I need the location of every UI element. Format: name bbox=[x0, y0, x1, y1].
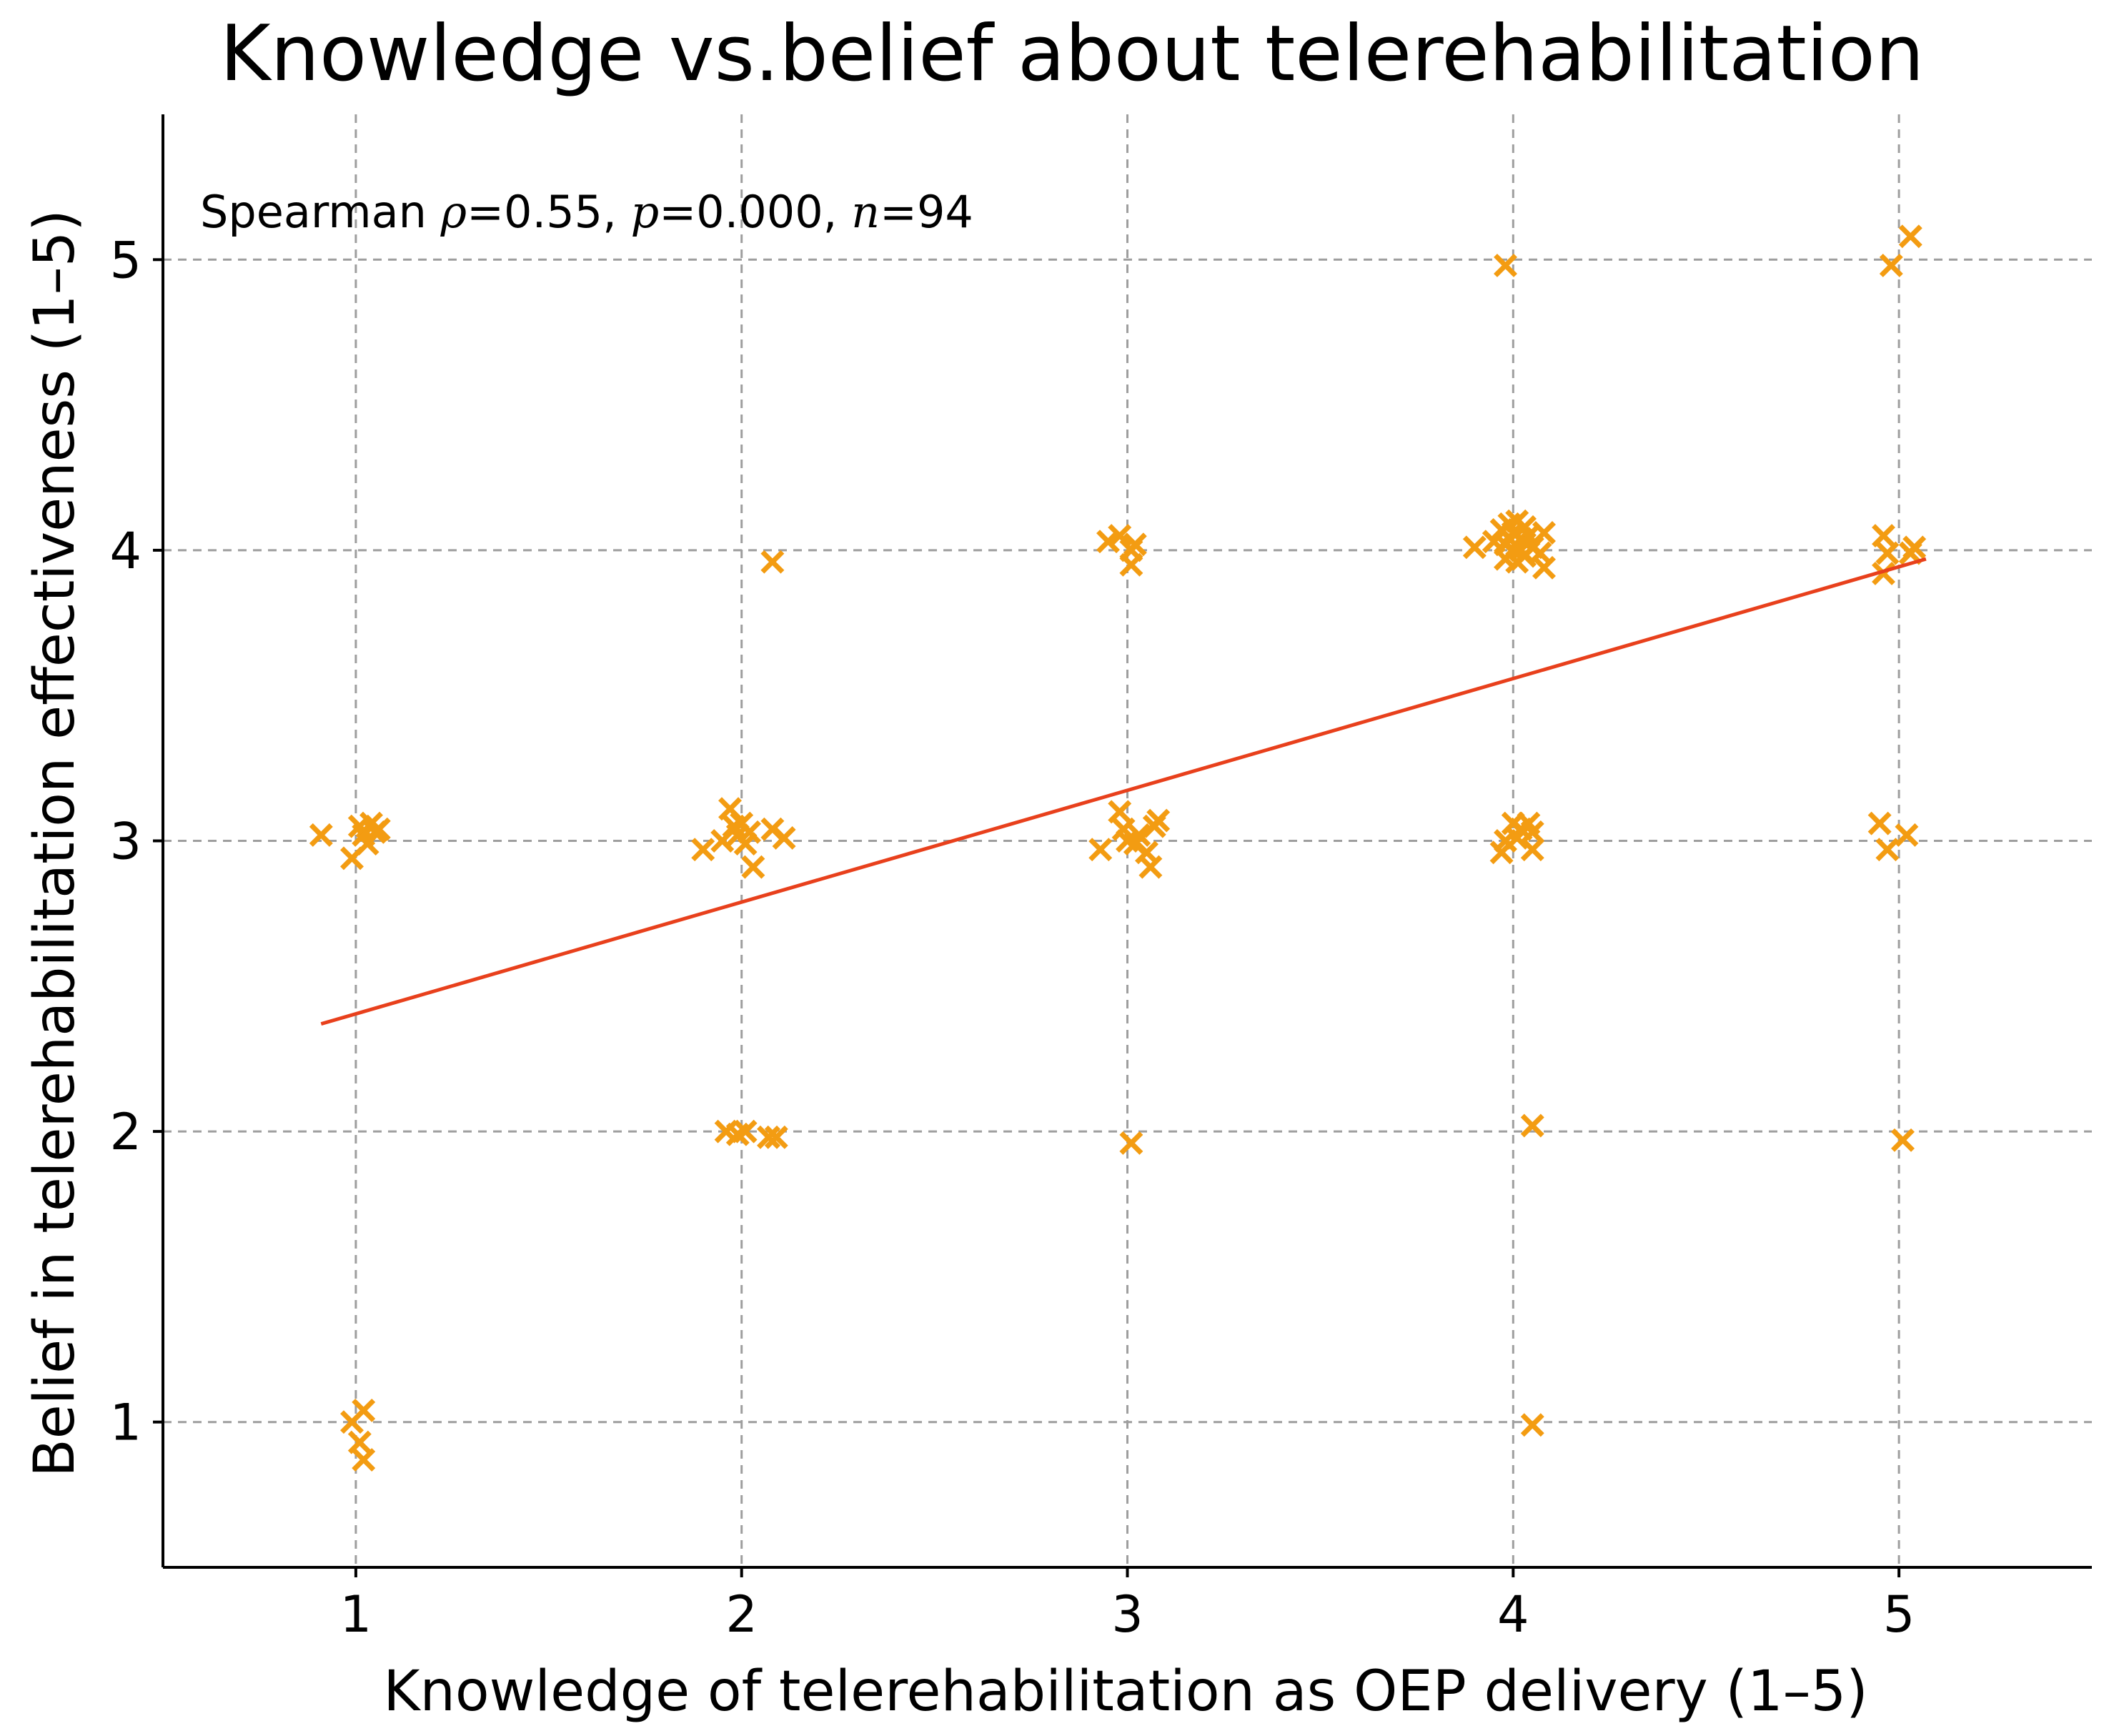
data-point bbox=[1532, 521, 1556, 545]
y-axis-label: Belief in telerehabilitation effectivene… bbox=[23, 209, 87, 1477]
spearman-annotation: Spearman ρ=0.55, p=0.000, n=94 bbox=[200, 186, 973, 238]
trend-line bbox=[320, 557, 1927, 1026]
y-tick-label: 3 bbox=[109, 813, 142, 871]
data-point bbox=[1872, 524, 1895, 548]
chart-title: Knowledge vs.belief about telerehabilita… bbox=[220, 9, 1925, 99]
data-point bbox=[738, 820, 761, 844]
data-point bbox=[1513, 515, 1537, 539]
x-tick-label: 2 bbox=[725, 1585, 758, 1644]
data-point bbox=[1520, 1113, 1544, 1138]
x-axis-label: Knowledge of telerehabilitation as OEP d… bbox=[383, 1660, 1867, 1724]
data-point bbox=[1898, 224, 1922, 249]
data-point bbox=[1532, 555, 1556, 580]
data-point bbox=[772, 825, 796, 850]
data-point bbox=[352, 823, 376, 847]
data-point bbox=[1088, 838, 1113, 862]
data-point bbox=[1138, 855, 1163, 879]
data-point bbox=[1119, 552, 1143, 577]
tick-labels: 1 2 3 4 5 1 2 3 4 5 bbox=[109, 231, 1915, 1644]
x-tick-label: 5 bbox=[1883, 1585, 1915, 1644]
data-point bbox=[1119, 1131, 1143, 1155]
data-point bbox=[352, 1448, 376, 1472]
x-tick-label: 1 bbox=[340, 1585, 372, 1644]
data-point bbox=[1127, 823, 1151, 847]
data-point bbox=[764, 1125, 788, 1149]
data-point bbox=[760, 550, 785, 574]
data-point bbox=[1123, 532, 1147, 557]
data-point bbox=[1108, 800, 1132, 824]
data-point bbox=[1494, 253, 1517, 277]
trend-layer bbox=[320, 557, 1927, 1026]
data-point bbox=[1875, 838, 1900, 862]
data-point bbox=[1891, 1128, 1915, 1152]
data-point bbox=[1146, 808, 1171, 833]
data-point bbox=[1462, 535, 1487, 560]
data-point bbox=[1520, 820, 1544, 844]
data-point bbox=[367, 817, 391, 841]
data-point bbox=[691, 838, 715, 862]
data-point bbox=[1867, 811, 1892, 835]
data-point bbox=[1096, 530, 1120, 554]
y-tick-label: 2 bbox=[109, 1103, 142, 1161]
x-tick-label: 3 bbox=[1111, 1585, 1143, 1644]
data-point bbox=[1520, 838, 1544, 862]
data-point bbox=[757, 1125, 780, 1149]
data-point bbox=[309, 823, 333, 847]
y-tick-label: 1 bbox=[109, 1394, 142, 1452]
data-point bbox=[1879, 253, 1903, 277]
data-point bbox=[1902, 535, 1927, 560]
data-point bbox=[352, 1398, 376, 1422]
data-point bbox=[1872, 561, 1895, 585]
y-tick-label: 5 bbox=[109, 231, 142, 289]
data-points bbox=[309, 224, 1927, 1472]
data-point bbox=[1875, 541, 1900, 565]
data-point bbox=[1895, 823, 1919, 847]
x-tick-label: 4 bbox=[1497, 1585, 1529, 1644]
y-tick-label: 4 bbox=[109, 522, 142, 580]
data-point bbox=[347, 1430, 372, 1454]
data-point bbox=[1520, 1413, 1544, 1437]
data-point bbox=[733, 1119, 758, 1144]
data-point bbox=[741, 855, 765, 879]
data-point bbox=[1509, 538, 1533, 562]
